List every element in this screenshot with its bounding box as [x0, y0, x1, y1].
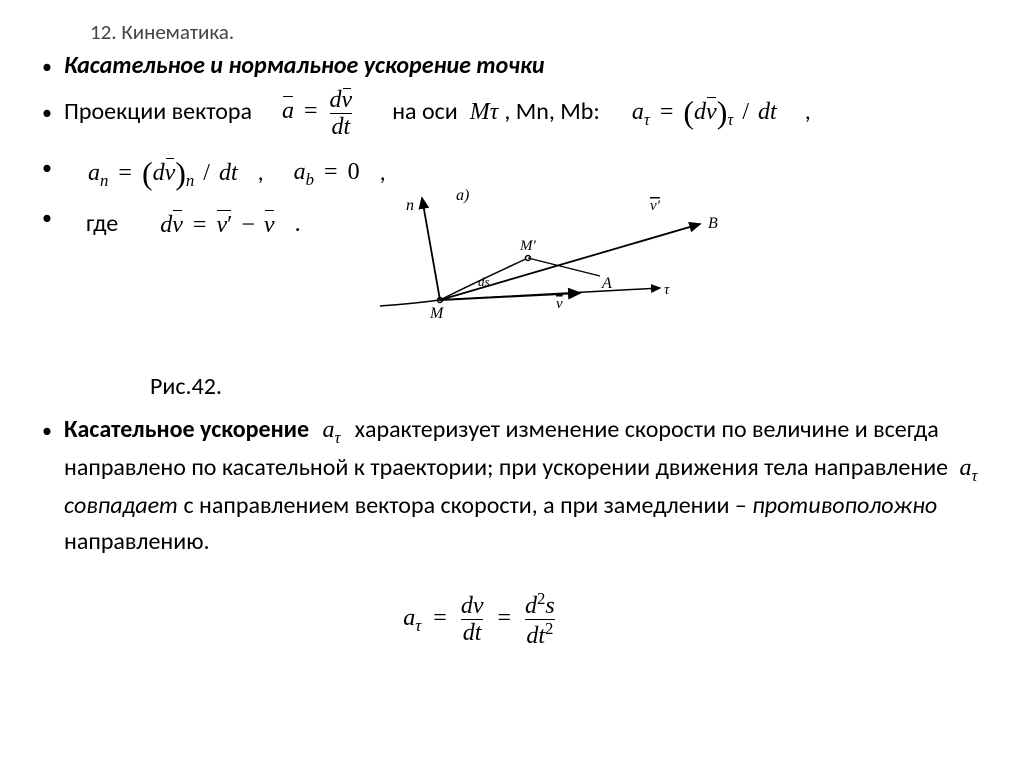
figure-caption: Рис.42. [150, 371, 994, 403]
eq-ab: ab = 0 [294, 156, 360, 191]
axis-mtau: Mτ [470, 96, 499, 128]
svg-text:a): a) [456, 187, 469, 204]
eq-a: a = dv dt [282, 85, 354, 141]
comma: , [805, 96, 811, 128]
svg-text:n: n [406, 197, 414, 214]
bullet-marker: • [30, 414, 64, 445]
line2-content: Проекции вектора a = dv dt на оси Mτ , M… [64, 85, 994, 141]
heading-text: Касательное и нормальное ускорение точки [64, 50, 994, 82]
eq-an: an = (dv)n / dt [88, 152, 238, 195]
dot: . [295, 208, 301, 240]
bullet-1: • Касательное и нормальное ускорение точ… [30, 50, 994, 82]
paragraph-2: Касательное ускорение aτ характеризует и… [64, 412, 994, 560]
figure-42-diagram: M n a) M' ds A B v v' τ [370, 180, 770, 339]
bullet-marker: • [30, 50, 64, 81]
svg-text:ds: ds [478, 274, 490, 289]
svg-text:M': M' [519, 238, 536, 254]
text: Проекции вектора [64, 96, 252, 128]
svg-text:τ: τ [664, 282, 670, 298]
text: где [86, 208, 118, 240]
svg-text:M: M [429, 305, 445, 322]
bottom-equation: aτ = dv dt = d2s dt2 [330, 590, 630, 650]
text: на оси [392, 96, 458, 128]
bullet-2: • Проекции вектора a = dv dt на оси Mτ ,… [30, 85, 994, 141]
svg-text:B: B [708, 215, 718, 232]
svg-text:A: A [601, 275, 612, 292]
svg-text:v: v [556, 296, 563, 312]
bullet-marker: • [30, 96, 64, 127]
comma: , [258, 157, 264, 189]
svg-text:v': v' [650, 198, 661, 214]
bullet-marker: • [30, 151, 64, 182]
text: , Mn, Mb: [504, 96, 600, 128]
slide-title: 12. Кинематика. [90, 18, 994, 46]
eq-atau: aτ = (dv)τ / dt [632, 91, 777, 134]
bullet-marker: • [30, 201, 64, 232]
eq-dv: dv = v′ − v [160, 207, 274, 241]
bullet-5: • Касательное ускорение aτ характеризует… [30, 412, 994, 560]
